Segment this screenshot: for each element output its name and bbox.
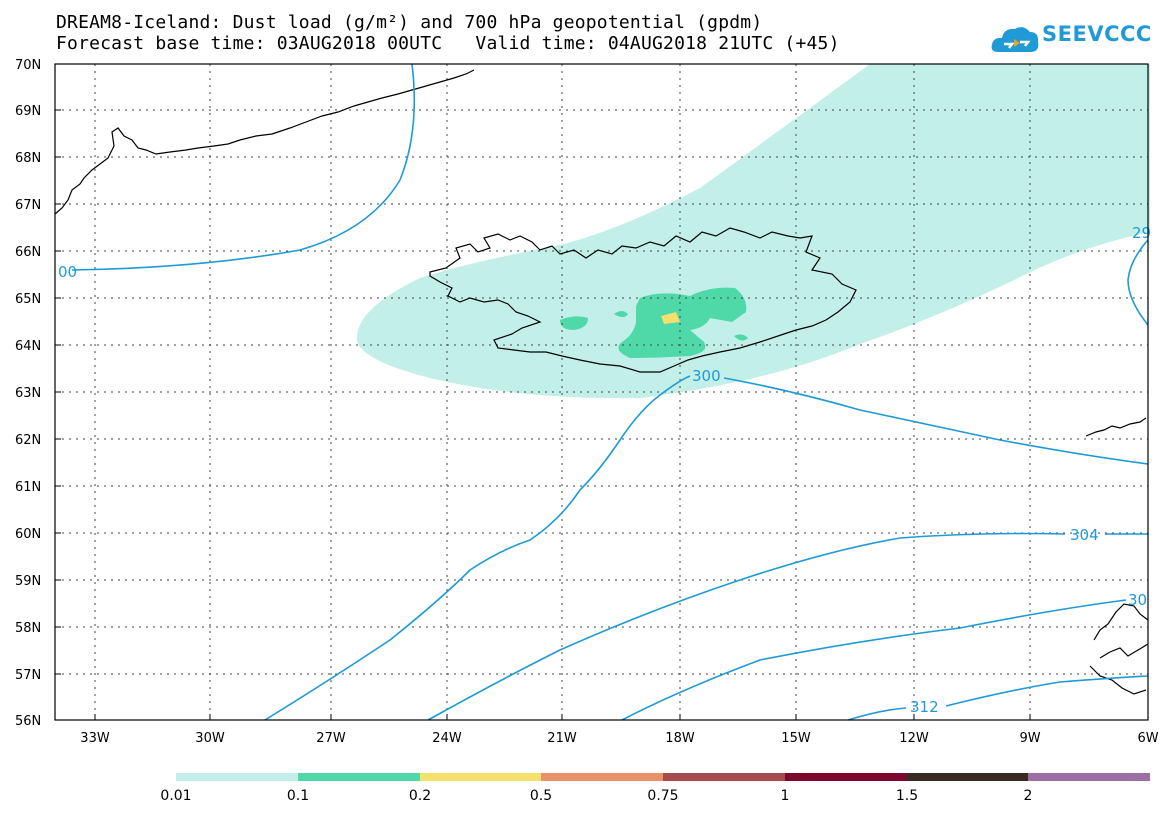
lat-label: 65N — [15, 292, 41, 307]
title-line-2: Forecast base time: 03AUG2018 00UTC Vali… — [56, 33, 840, 54]
lat-label: 62N — [15, 433, 41, 448]
dust-zone-0.1-east — [734, 334, 748, 341]
colorbar-label: 0.5 — [530, 788, 552, 804]
contour-label-group: 00 300 304 312 29 30 — [58, 224, 1151, 716]
colorbar-label: 0.1 — [287, 788, 309, 804]
lat-label: 66N — [15, 245, 41, 260]
lon-label: 33W — [80, 731, 110, 746]
contour-label-30: 30 — [1128, 591, 1147, 609]
colorbar-label: 0.75 — [647, 788, 678, 804]
colorbar-label: 1 — [781, 788, 790, 804]
geopotential-contours — [71, 63, 1149, 721]
lat-label: 68N — [15, 151, 41, 166]
colorbar-label: 0.01 — [160, 788, 191, 804]
lon-label: 9W — [1019, 731, 1040, 746]
colorbar-swatch — [176, 773, 298, 781]
colorbar-label: 0.2 — [409, 788, 431, 804]
faroe-coast — [1085, 417, 1147, 437]
greenland-coast — [54, 69, 475, 215]
lat-label: 69N — [15, 104, 41, 119]
contour-label-300: 300 — [692, 367, 721, 385]
contour-label-312: 312 — [910, 698, 939, 716]
lon-label: 12W — [899, 731, 929, 746]
contour-300-west — [71, 63, 416, 271]
title-line-1: DREAM8-Iceland: Dust load (g/m²) and 700… — [56, 12, 763, 33]
contour-label-29: 29 — [1132, 224, 1151, 242]
latitude-labels: 70N 69N 68N 67N 66N 65N 64N 63N 62N 61N … — [15, 58, 41, 729]
lon-label: 30W — [195, 731, 225, 746]
contour-296 — [1127, 239, 1149, 326]
lon-label: 18W — [665, 731, 695, 746]
dust-zone-0.1-small — [614, 311, 628, 317]
dust-zone-0.01 — [356, 64, 1150, 399]
lat-label: 57N — [15, 668, 41, 683]
longitude-labels: 33W 30W 27W 24W 21W 18W 15W 12W 9W 6W — [80, 731, 1158, 746]
cloud-logo-icon — [991, 27, 1039, 52]
contour-label-00: 00 — [58, 263, 77, 281]
lon-label: 15W — [781, 731, 811, 746]
lon-label: 24W — [432, 731, 462, 746]
contour-300-central — [264, 375, 691, 721]
dust-zone-0.2 — [661, 312, 680, 324]
lat-label: 58N — [15, 621, 41, 636]
lon-label: 21W — [547, 731, 577, 746]
contour-300-east — [723, 377, 1149, 465]
lat-label: 61N — [15, 480, 41, 495]
contour-312 — [847, 675, 1149, 721]
colorbar-swatch — [663, 773, 785, 781]
dust-zone-0.1-west — [560, 316, 588, 330]
scotland-coast — [1089, 603, 1149, 695]
colorbar-swatch — [785, 773, 907, 781]
lat-label: 63N — [15, 386, 41, 401]
colorbar-label: 2 — [1024, 788, 1033, 804]
tick-marks — [55, 63, 1031, 721]
lat-label: 59N — [15, 574, 41, 589]
coastlines — [54, 69, 1149, 695]
colorbar: 0.01 0.1 0.2 0.5 0.75 1 1.5 2 — [160, 773, 1150, 804]
graticule — [55, 64, 1148, 720]
lat-label: 67N — [15, 198, 41, 213]
contour-304 — [427, 532, 1148, 721]
colorbar-swatch — [420, 773, 541, 781]
colorbar-swatch — [907, 773, 1028, 781]
colorbar-swatch — [541, 773, 663, 781]
lat-label: 70N — [15, 58, 41, 73]
logo-text: SEEVCCC — [1042, 22, 1152, 46]
lat-label: 64N — [15, 339, 41, 354]
iceland-coast — [429, 227, 857, 373]
lon-label: 27W — [316, 731, 346, 746]
colorbar-label: 1.5 — [896, 788, 918, 804]
lat-label: 56N — [15, 714, 41, 729]
colorbar-swatch — [1028, 773, 1150, 781]
contour-label-304: 304 — [1070, 526, 1099, 544]
colorbar-swatch — [298, 773, 420, 781]
dust-shading — [356, 64, 1150, 399]
lat-label: 60N — [15, 527, 41, 542]
contour-308 — [621, 599, 1127, 721]
lon-label: 6W — [1137, 731, 1158, 746]
dust-zone-0.1-main — [618, 287, 747, 358]
